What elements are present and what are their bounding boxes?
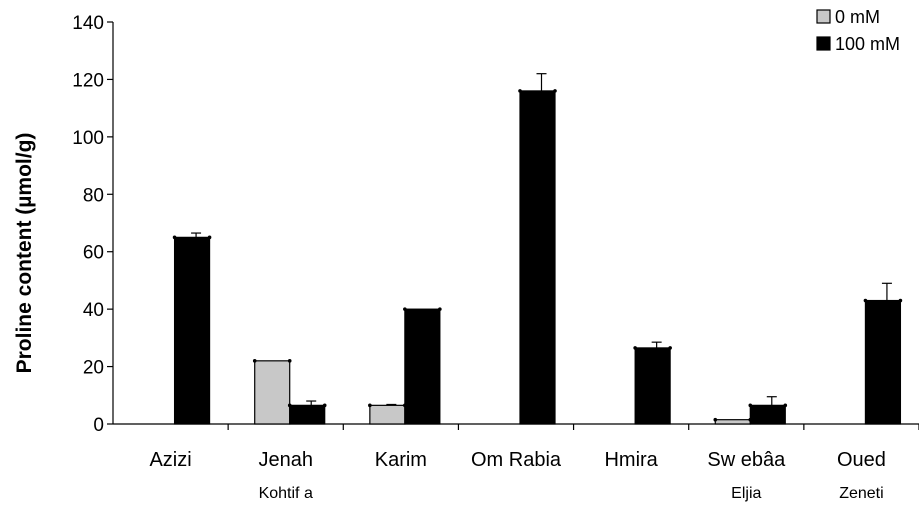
bar-cap-right [668, 346, 672, 350]
legend-swatch [816, 36, 831, 51]
y-tick-label: 80 [83, 185, 104, 206]
bar-100mm [749, 404, 786, 425]
bar-cap-right [438, 307, 442, 311]
x-category-label: Zeneti [839, 485, 883, 502]
category-labels: Azizi Jenah Kohtif a Karim Om Rabia Hmira Sw e… [149, 449, 885, 502]
bar-cap-right [553, 89, 557, 93]
legend-label: 100 mM [835, 34, 900, 54]
bar-100mm [173, 236, 211, 425]
axes [107, 21, 919, 430]
bar-cap-left [287, 403, 292, 408]
bar-cap-left [633, 346, 637, 350]
bar-0mm [369, 404, 406, 425]
bar-100mm [519, 90, 556, 425]
x-category-label: Oued [837, 449, 886, 471]
bar-cap-right [898, 298, 903, 303]
bar-0mm [714, 419, 751, 425]
legend-swatch [816, 9, 831, 24]
x-category-label: Om Rabia [471, 449, 562, 471]
y-axis-label: Proline content (µmol/g) [13, 133, 36, 374]
y-tick-label: 0 [93, 415, 104, 436]
bar-cap-left [172, 235, 177, 240]
y-tick-label: 20 [83, 358, 104, 379]
y-tick-labels: 0 20 40 60 80 100 120 140 [72, 13, 104, 436]
y-tick-label: 40 [83, 300, 104, 321]
legend-label: 0 mM [835, 7, 880, 27]
bar-cap-left [403, 307, 407, 311]
x-category-label: Azizi [149, 449, 191, 471]
y-tick-label: 100 [72, 128, 104, 149]
bar-100mm [289, 404, 326, 425]
bar-cap-left [748, 403, 753, 408]
bar-cap-left [252, 359, 257, 363]
x-category-label: Karim [375, 449, 427, 471]
bar-cap-left [713, 417, 718, 422]
bar-cap-left [863, 298, 868, 303]
x-category-label: Hmira [604, 449, 658, 471]
bar-cap-right [322, 403, 327, 408]
x-category-label: Sw ebâa [707, 449, 786, 471]
x-category-label: Kohtif a [259, 485, 313, 502]
bar-100mm [634, 347, 671, 425]
bar-100mm [864, 299, 902, 425]
y-tick-label: 140 [72, 13, 104, 34]
bar-cap-right [207, 235, 212, 240]
x-category-label: Eljia [731, 485, 761, 502]
bar-cap-right [287, 359, 292, 363]
y-tick-label: 120 [72, 70, 104, 91]
bar-cap-right [783, 403, 788, 408]
bars [172, 73, 903, 425]
y-tick-label: 60 [83, 243, 104, 264]
bar-100mm [404, 308, 441, 425]
bar-0mm [254, 360, 291, 425]
x-category-label: Jenah [258, 449, 313, 471]
bar-cap-left [368, 403, 372, 408]
bar-cap-left [518, 89, 522, 93]
legend: 0 mM 100 mM [816, 7, 900, 54]
